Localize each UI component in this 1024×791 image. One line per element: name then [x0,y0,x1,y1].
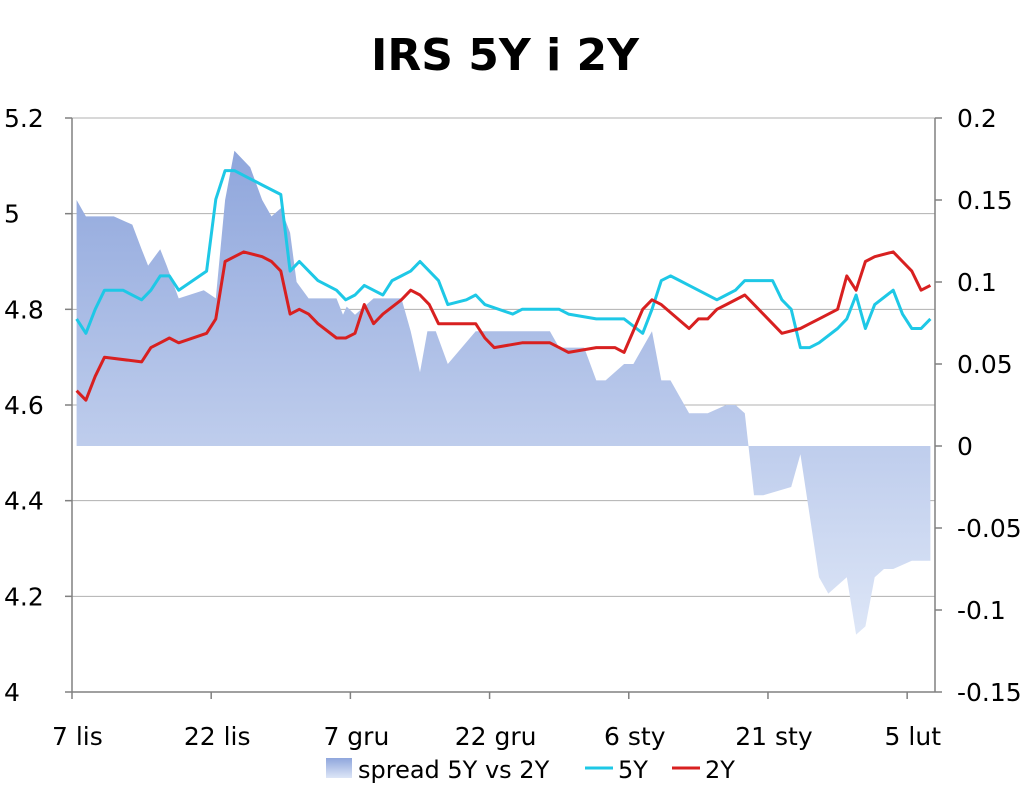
x-tick-label: 5 lut [885,722,942,751]
legend-label-spread: spread 5Y vs 2Y [358,756,550,784]
axes: 4 4.2 4.4 4.6 4.8 5 5.2 -0.15 -0.1 -0.05 0 0.05 0.1 0… [4,104,1022,751]
x-tick-label: 7 lis [52,722,103,751]
y-tick-label-left: 4.8 [4,295,44,324]
y-tick-label-right: 0.2 [957,104,997,133]
y-tick-label-right: 0.1 [957,268,997,297]
y-tick-label-right: -0.05 [957,514,1022,543]
y-tick-label-right: -0.1 [957,596,1006,625]
x-tick-label: 22 gru [455,722,537,751]
spread-area-layer [76,150,931,635]
x-tick-label: 6 sty [604,722,666,751]
legend-swatch-spread [326,758,352,778]
y-tick-label-right: 0.15 [957,186,1013,215]
y-tick-label-left: 4.2 [4,582,44,611]
legend-label-2y: 2Y [705,756,735,784]
y-tick-label-right: 0 [957,432,973,461]
spread-area [76,150,931,635]
y-tick-label-left: 5.2 [4,104,44,133]
y-tick-label-left: 4 [4,678,20,707]
y-tick-label-left: 5 [4,200,20,229]
series-line-5y [75,169,932,350]
y-tick-label-left: 4.6 [4,391,44,420]
series-line-2y [75,250,932,402]
x-tick-label: 22 lis [184,722,251,751]
x-tick-label: 7 gru [323,722,389,751]
series-line-layer [75,169,932,402]
chart-title: IRS 5Y i 2Y [371,30,639,81]
legend: spread 5Y vs 2Y 5Y 2Y [326,756,735,784]
y-tick-label-right: -0.15 [957,678,1022,707]
y-tick-label-right: 0.05 [957,350,1013,379]
legend-label-5y: 5Y [618,756,648,784]
y-tick-label-left: 4.4 [4,487,44,516]
x-tick-label: 21 sty [735,722,813,751]
